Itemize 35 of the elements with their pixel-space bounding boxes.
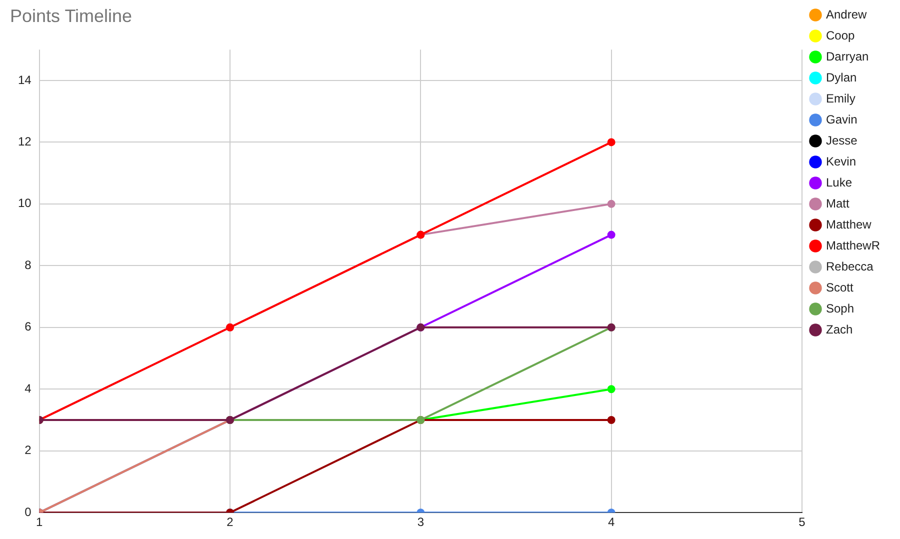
- y-tick-label: 0: [24, 504, 32, 519]
- y-tick-label: 8: [24, 258, 32, 272]
- legend-label: Andrew: [826, 7, 868, 22]
- y-tick-label: 2: [24, 443, 32, 458]
- x-tick-label: 1: [36, 515, 44, 530]
- legend-label: Rebecca: [826, 259, 874, 274]
- legend-label: Zach: [826, 322, 853, 336]
- legend-label: Gavin: [826, 112, 858, 126]
- y-tick-label: 10: [18, 196, 32, 210]
- legend-label: MatthewR: [826, 238, 880, 252]
- y-tick-label: 14: [18, 72, 32, 87]
- legend-label: Luke: [826, 175, 852, 190]
- legend-label: Emily: [826, 91, 856, 106]
- x-tick-label: 4: [608, 515, 615, 530]
- legend-label: Matthew: [826, 217, 872, 232]
- point: [607, 200, 616, 208]
- x-tick-label: 5: [798, 515, 806, 530]
- legend-label: Matt: [826, 196, 850, 210]
- x-tick-label: 2: [226, 515, 234, 530]
- legend-label: Soph: [826, 301, 854, 316]
- legend-label: Dylan: [826, 70, 857, 84]
- point: [607, 385, 616, 394]
- point: [607, 230, 616, 239]
- legend-label: Coop: [826, 28, 855, 42]
- y-tick-label: 6: [24, 320, 32, 334]
- chart-title: Points Timeline: [10, 6, 132, 26]
- legend-label: Jesse: [826, 133, 858, 148]
- point: [607, 138, 616, 146]
- legend-label: Scott: [826, 280, 854, 294]
- x-tick-label: 3: [417, 515, 424, 530]
- y-tick-label: 4: [24, 381, 32, 396]
- legend-label: Kevin: [826, 154, 856, 168]
- point: [607, 416, 616, 424]
- legend-label: Darryan: [826, 49, 869, 64]
- y-tick-label: 12: [18, 134, 32, 149]
